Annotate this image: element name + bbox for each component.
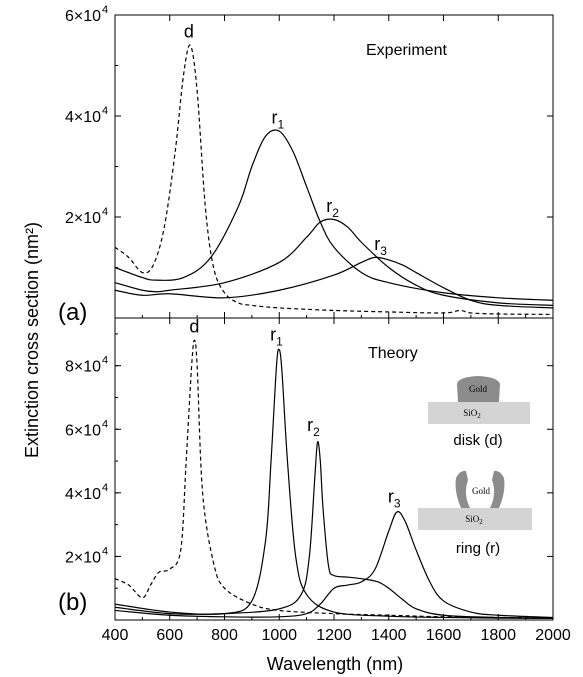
panel-b-series-d bbox=[114, 339, 554, 619]
panel-b-y-tick-exp: 4 bbox=[102, 355, 108, 367]
panel-a-peak-label: r2 bbox=[326, 196, 339, 220]
panel-b-label: (b) bbox=[58, 589, 87, 616]
panel-b-y-tick-label: 4×10 bbox=[65, 486, 101, 503]
panel-b-y-tick-exp: 4 bbox=[102, 418, 108, 430]
panel-b-frame bbox=[114, 317, 554, 621]
x-tick-label: 1200 bbox=[316, 627, 352, 644]
panel-a-y-tick-label: 4×10 bbox=[65, 109, 101, 126]
x-tick-label: 400 bbox=[102, 627, 129, 644]
panel-a-series-r2 bbox=[114, 218, 554, 306]
x-tick-label: 800 bbox=[211, 627, 238, 644]
x-tick-label: 600 bbox=[156, 627, 183, 644]
disk-schematic: Gold SiO2 disk (d) bbox=[428, 376, 530, 449]
x-tick-label: 1800 bbox=[480, 627, 516, 644]
panel-b-peak-label: r3 bbox=[388, 486, 401, 510]
panel-a-y-tick-label: 6×10 bbox=[65, 8, 101, 25]
panel-b-y-tick-exp: 4 bbox=[102, 482, 108, 494]
x-tick-label: 2000 bbox=[535, 627, 571, 644]
ring-gold-right bbox=[490, 470, 505, 508]
ring-gold-label: Gold bbox=[472, 486, 491, 496]
panel-a-y-tick-exp: 4 bbox=[102, 4, 108, 16]
ring-substrate-label: SiO2 bbox=[465, 514, 483, 526]
ring-gold-left bbox=[455, 470, 470, 508]
panel-b-peak-label: r1 bbox=[270, 324, 283, 348]
ring-substrate bbox=[418, 508, 532, 530]
panel-b-y-tick-label: 2×10 bbox=[65, 549, 101, 566]
x-axis-title: Wavelength (nm) bbox=[267, 654, 403, 674]
panel-a-peak-label: d bbox=[184, 22, 194, 42]
y-axis-title: Extinction cross section (nm²) bbox=[22, 222, 42, 458]
panel-a-peak-label: r1 bbox=[272, 108, 285, 132]
panel-b-series-r2 bbox=[114, 440, 554, 619]
panel-b-peak-label: d bbox=[189, 316, 199, 336]
panel-b-title: Theory bbox=[368, 345, 418, 362]
panel-b-series-r1 bbox=[114, 348, 554, 620]
disk-substrate-label: SiO2 bbox=[463, 408, 481, 420]
disk-gold-label: Gold bbox=[469, 384, 488, 394]
ring-caption: ring (r) bbox=[456, 540, 500, 557]
panel-a-series-r3 bbox=[114, 256, 554, 309]
panel-a-y-tick-label: 2×10 bbox=[65, 210, 101, 227]
panel-a-series-r1 bbox=[114, 129, 554, 301]
x-tick-label: 1400 bbox=[371, 627, 407, 644]
ring-schematic: Gold SiO2 ring (r) bbox=[418, 470, 532, 557]
panel-b-y-tick-exp: 4 bbox=[102, 545, 108, 557]
panel-a-frame bbox=[114, 14, 554, 319]
panel-a-peak-label: r3 bbox=[374, 234, 387, 258]
disk-caption: disk (d) bbox=[453, 432, 502, 449]
disk-gold bbox=[457, 376, 500, 402]
x-tick-label: 1000 bbox=[261, 627, 297, 644]
panel-a-y-tick-exp: 4 bbox=[102, 105, 108, 117]
disk-substrate bbox=[428, 402, 530, 424]
panel-b-series-r3 bbox=[114, 511, 554, 619]
panel-b-y-tick-label: 6×10 bbox=[65, 422, 101, 439]
panel-a-title: Experiment bbox=[366, 42, 447, 59]
panel-a-series-d bbox=[114, 44, 554, 316]
panel-a-label: (a) bbox=[58, 299, 87, 326]
panel-b-y-tick-label: 8×10 bbox=[65, 359, 101, 376]
panel-a-y-tick-exp: 4 bbox=[102, 206, 108, 218]
panel-b-peak-label: r2 bbox=[307, 415, 320, 439]
x-tick-label: 1600 bbox=[426, 627, 462, 644]
